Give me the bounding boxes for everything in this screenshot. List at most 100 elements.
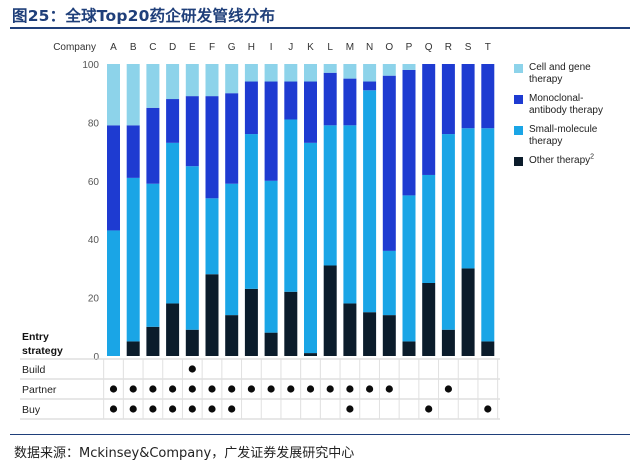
- bar-h-other: [244, 288, 258, 356]
- company-label-l: L: [327, 42, 333, 53]
- source-note: 数据来源：Mckinsey&Company，广发证券发展研究中心: [14, 446, 355, 461]
- bar-k-other: [304, 353, 317, 356]
- bar-o-other: [382, 315, 396, 356]
- company-label-k: K: [307, 42, 314, 53]
- bar-k-cell_gene: [304, 64, 317, 82]
- company-label-f: F: [209, 42, 215, 53]
- figure-title: 图25：全球Top20药企研发管线分布: [12, 7, 276, 25]
- bar-m-monoclonal: [343, 78, 357, 126]
- company-label-a: A: [110, 42, 117, 53]
- bar-j-small_molecule: [284, 119, 298, 292]
- company-label-i: I: [270, 42, 273, 53]
- strategy-dot-partner-c: [149, 385, 157, 393]
- strategy-dot-buy-g: [228, 405, 236, 413]
- bar-i-other: [264, 332, 278, 356]
- bar-g-cell_gene: [225, 64, 239, 94]
- company-label-h: H: [248, 42, 255, 53]
- company-header: Company: [53, 42, 96, 53]
- bar-n-monoclonal: [363, 81, 377, 91]
- strategy-dot-partner-n: [366, 385, 374, 393]
- bar-e-other: [185, 329, 199, 356]
- bar-p-cell_gene: [402, 64, 416, 70]
- strategy-dot-partner-o: [385, 385, 393, 393]
- bar-l-small_molecule: [323, 125, 337, 266]
- bar-o-cell_gene: [382, 64, 396, 76]
- bar-s-other: [461, 268, 475, 356]
- footer-rule: [10, 434, 630, 435]
- company-label-m: M: [346, 42, 354, 53]
- y-tick-0: 0: [93, 352, 99, 363]
- bar-a-monoclonal: [107, 125, 120, 231]
- legend: Cell and gene therapy Monoclonal- antibod…: [514, 62, 636, 174]
- legend-swatch: [514, 126, 523, 135]
- bar-e-monoclonal: [185, 96, 199, 167]
- strategy-dot-partner-r: [444, 385, 452, 393]
- strategy-dot-partner-h: [247, 385, 255, 393]
- strategy-dot-build-e: [188, 365, 196, 373]
- bar-e-cell_gene: [185, 64, 199, 97]
- bar-p-other: [402, 341, 416, 356]
- strategy-dot-buy-m: [346, 405, 354, 413]
- bar-b-other: [126, 341, 140, 356]
- strategy-dot-buy-a: [109, 405, 118, 413]
- bar-s-monoclonal: [461, 64, 475, 129]
- strategy-row-partner: Partner: [22, 384, 57, 396]
- bar-a-cell_gene: [107, 64, 120, 126]
- company-label-g: G: [228, 42, 236, 53]
- bar-i-monoclonal: [264, 81, 278, 181]
- company-label-e: E: [189, 42, 196, 53]
- bar-o-monoclonal: [382, 75, 396, 251]
- strategy-dot-partner-b: [129, 385, 137, 393]
- strategy-dot-buy-b: [129, 405, 137, 413]
- bar-d-cell_gene: [166, 64, 180, 100]
- entry-strategy-heading-2: strategy: [22, 345, 63, 357]
- bar-b-monoclonal: [126, 125, 140, 178]
- strategy-dot-partner-j: [287, 385, 295, 393]
- bar-n-other: [363, 312, 377, 356]
- bar-m-small_molecule: [343, 125, 357, 304]
- strategy-dot-buy-q: [425, 405, 433, 413]
- bar-f-monoclonal: [205, 96, 219, 199]
- company-label-n: N: [366, 42, 373, 53]
- legend-item-monoclonal: Monoclonal- antibody therapy: [514, 93, 636, 117]
- legend-swatch: [514, 95, 523, 104]
- bar-b-small_molecule: [126, 177, 140, 342]
- company-label-d: D: [169, 42, 176, 53]
- strategy-dot-partner-k: [306, 385, 315, 393]
- bar-l-monoclonal: [323, 72, 337, 126]
- strategy-dot-partner-e: [188, 385, 196, 393]
- bar-i-cell_gene: [264, 64, 278, 82]
- company-label-b: B: [130, 42, 137, 53]
- strategy-dot-partner-d: [169, 385, 177, 393]
- bar-m-other: [343, 303, 357, 356]
- legend-item-cell_gene: Cell and gene therapy: [514, 62, 636, 86]
- strategy-dot-partner-a: [109, 385, 118, 393]
- company-label-c: C: [149, 42, 156, 53]
- legend-swatch: [514, 64, 523, 73]
- bar-k-small_molecule: [304, 142, 317, 354]
- y-tick-60: 60: [88, 177, 100, 188]
- bar-c-monoclonal: [146, 107, 160, 184]
- bar-s-small_molecule: [461, 128, 475, 269]
- company-label-t: T: [485, 42, 491, 53]
- legend-label: Small-molecule therapy: [529, 124, 598, 147]
- legend-label: Other therapy2: [529, 153, 595, 166]
- company-label-r: R: [445, 42, 452, 53]
- bar-f-cell_gene: [205, 64, 219, 97]
- bar-c-other: [146, 326, 160, 356]
- y-tick-20: 20: [88, 294, 100, 305]
- bar-l-other: [323, 265, 337, 356]
- bar-o-small_molecule: [382, 250, 396, 316]
- legend-label: Monoclonal- antibody therapy: [529, 93, 603, 116]
- bar-r-other: [441, 329, 455, 356]
- bar-c-cell_gene: [146, 64, 160, 108]
- bar-t-small_molecule: [481, 128, 495, 342]
- bar-j-cell_gene: [284, 64, 298, 82]
- company-label-q: Q: [425, 42, 433, 53]
- bar-p-monoclonal: [402, 69, 416, 196]
- bar-d-monoclonal: [166, 99, 180, 143]
- legend-item-small_molecule: Small-molecule therapy: [514, 124, 636, 148]
- strategy-dot-buy-e: [188, 405, 196, 413]
- company-label-o: O: [385, 42, 393, 53]
